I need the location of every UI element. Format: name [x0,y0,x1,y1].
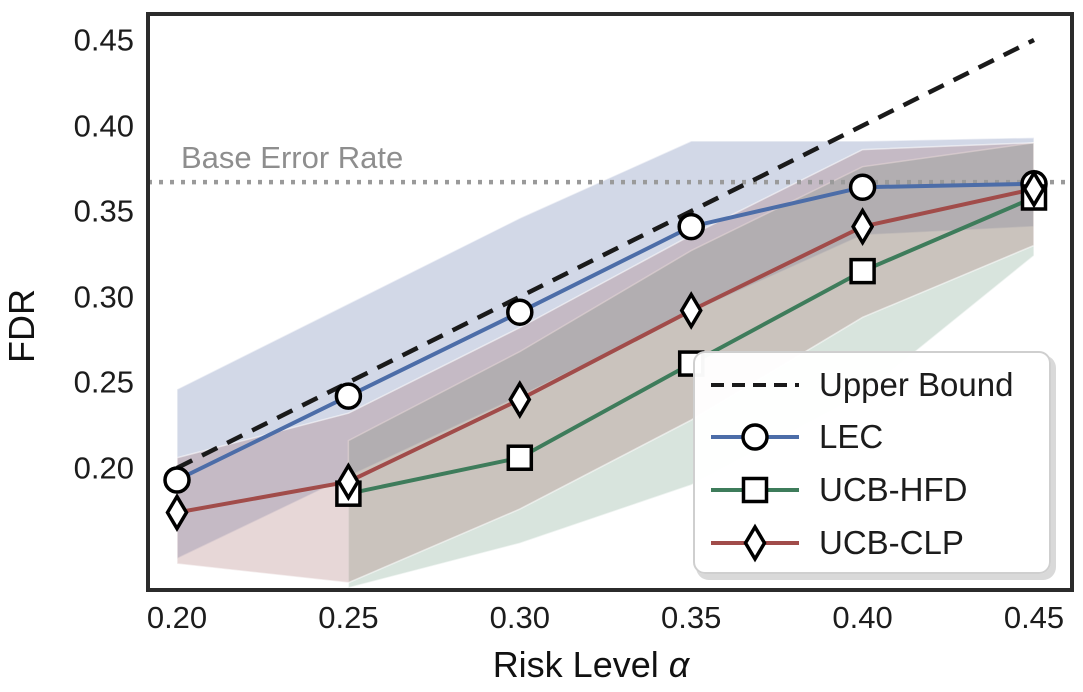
square-legend-marker [741,476,769,504]
legend-item-lec: LEC [709,415,1041,459]
legend-label: UCB-HFD [819,471,968,508]
y-tick-label: 0.40 [73,108,134,144]
x-tick-label: 0.25 [318,600,379,635]
x-axis-title: Risk Level α [148,644,1034,686]
y-tick-label: 0.35 [73,193,134,229]
lec-line [176,181,1035,482]
legend-label: UCB-CLP [819,524,964,561]
diamond-marker-sample-icon [711,523,799,563]
diamond-legend-marker [743,523,767,563]
circle-marker-lec [677,212,705,241]
legend-item-upper-bound: Upper Bound [709,363,1041,407]
base-error-rate-annotation: Base Error Rate [181,140,404,175]
chart-legend: Upper Bound LEC UCB-HFD UCB-CLP [693,351,1051,574]
diamond-marker-ucb-clp [165,493,189,532]
circle-marker-lec [848,173,877,201]
legend-label: LEC [819,418,884,455]
dashed-line-sample-icon [711,383,799,387]
legend-label: Upper Bound [819,366,1014,403]
y-tick-label: 0.45 [73,22,134,58]
circle-marker-lec [163,466,191,494]
y-tick-label: 0.30 [73,279,134,315]
square-marker-sample-icon [711,476,799,504]
circle-marker-lec [506,298,534,326]
legend-item-ucb-clp: UCB-CLP [709,521,1041,565]
square-marker-ucb-hfd [506,444,534,471]
x-tick-label: 0.20 [146,600,208,635]
circle-marker-sample-icon [711,423,799,451]
ucb-clp-line [176,186,1035,515]
legend-item-ucb-hfd: UCB-HFD [709,468,1041,512]
circle-marker-lec [334,382,363,410]
diamond-marker-ucb-clp [508,380,532,419]
x-tick-label: 0.40 [832,600,893,635]
circle-legend-marker [741,423,769,451]
x-tick-label: 0.30 [489,600,550,635]
axes-frame [146,12,1074,592]
x-tick-label: 0.45 [1003,600,1065,635]
y-tick-label: 0.25 [73,364,134,400]
x-tick-label: 0.35 [661,600,722,635]
y-tick-label: 0.20 [73,450,134,486]
diamond-marker-ucb-clp [851,207,875,247]
x-axis-title-text: Risk Level [492,644,659,685]
upper-bound-line [175,37,1036,471]
diamond-marker-ucb-clp [679,291,703,330]
diamond-marker-ucb-clp [1022,169,1046,209]
diamond-marker-ucb-clp [336,462,360,502]
square-marker-ucb-hfd [849,257,876,285]
ucb-clp-confidence-band [176,141,1035,584]
alpha-symbol: α [668,644,690,685]
